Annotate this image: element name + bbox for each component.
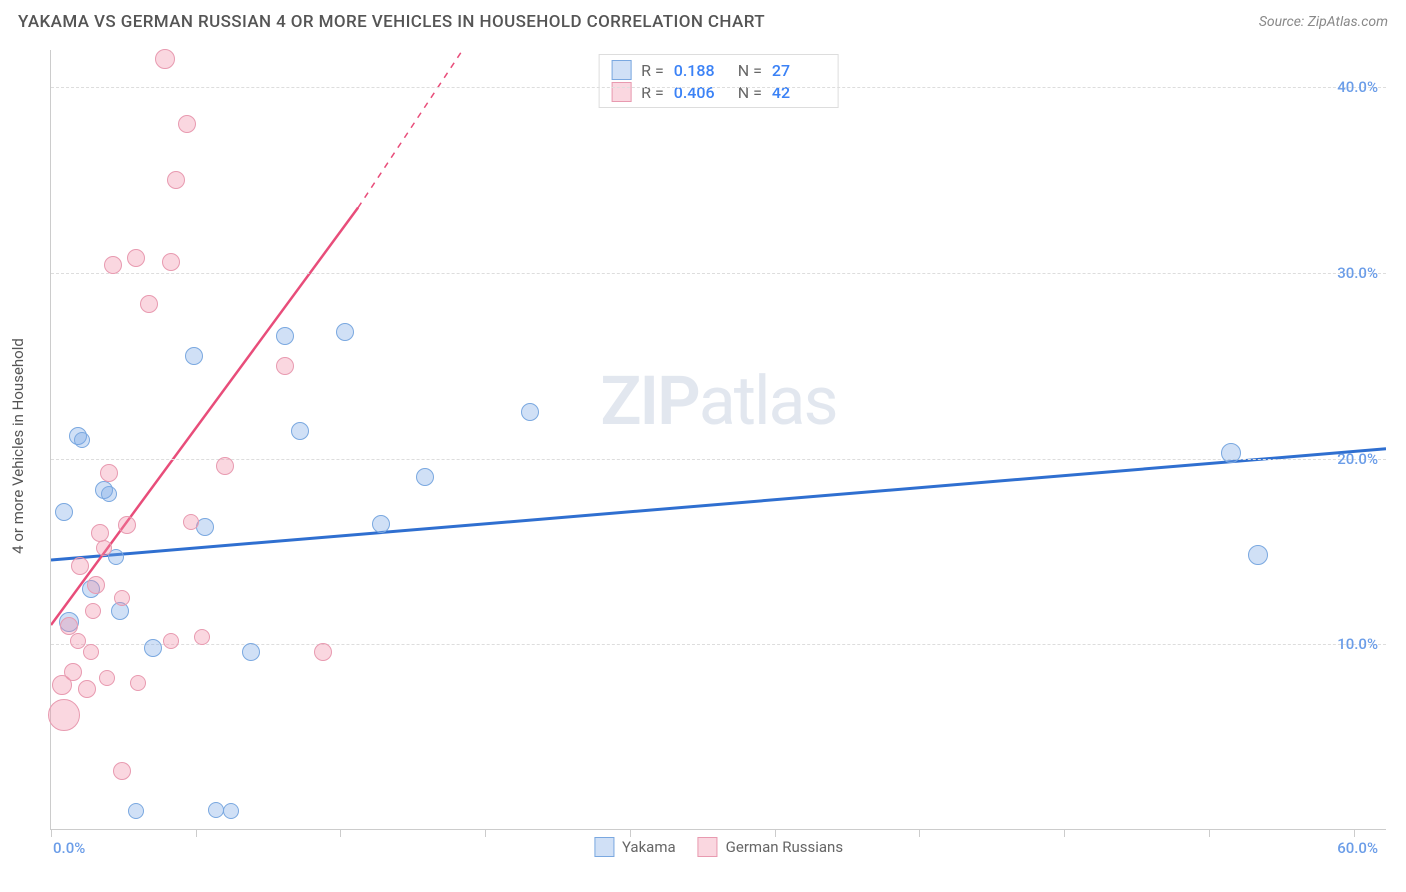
data-point [48, 699, 80, 731]
data-point [71, 557, 89, 575]
data-point [276, 357, 294, 375]
data-point [130, 675, 146, 691]
chart-title: YAKAMA VS GERMAN RUSSIAN 4 OR MORE VEHIC… [18, 12, 765, 32]
legend-r-value-german: 0.406 [674, 83, 728, 102]
y-tick-label: 40.0% [1337, 78, 1378, 96]
data-point [128, 803, 144, 819]
y-axis-title: 4 or more Vehicles in Household [9, 338, 27, 554]
title-bar: YAKAMA VS GERMAN RUSSIAN 4 OR MORE VEHIC… [0, 0, 1406, 40]
data-point [99, 670, 115, 686]
legend-row-yakama: R = 0.188 N = 27 [611, 59, 826, 81]
data-point [372, 515, 390, 533]
legend-item-german: German Russians [698, 837, 843, 857]
series-legend: Yakama German Russians [594, 837, 843, 857]
legend-n-value-yakama: 27 [772, 61, 826, 80]
data-point [162, 253, 180, 271]
data-point [74, 432, 90, 448]
data-point [118, 516, 136, 534]
data-point [276, 327, 294, 345]
data-point [104, 256, 122, 274]
data-point [1221, 443, 1241, 463]
data-point [78, 680, 96, 698]
data-point [55, 503, 73, 521]
y-tick-label: 30.0% [1337, 264, 1378, 282]
data-point [194, 629, 210, 645]
data-point [100, 464, 118, 482]
data-point [183, 514, 199, 530]
x-tick [1354, 829, 1355, 837]
data-point [336, 323, 354, 341]
data-point [291, 422, 309, 440]
data-point [114, 590, 130, 606]
data-point [314, 643, 332, 661]
regression-lines [51, 50, 1386, 829]
legend-r-label: R = [641, 83, 664, 102]
data-point [85, 603, 101, 619]
x-tick [1064, 829, 1065, 837]
x-tick [196, 829, 197, 837]
x-tick [51, 829, 52, 837]
swatch-german-bottom [698, 837, 718, 857]
legend-label-german: German Russians [726, 838, 843, 856]
x-tick [340, 829, 341, 837]
data-point [521, 403, 539, 421]
data-point [101, 486, 117, 502]
data-point [87, 576, 105, 594]
watermark: ZIPatlas [600, 361, 836, 441]
data-point [1248, 545, 1268, 565]
data-point [64, 663, 82, 681]
x-tick [630, 829, 631, 837]
legend-row-german: R = 0.406 N = 42 [611, 81, 826, 103]
x-axis-max-label: 60.0% [1337, 839, 1378, 857]
x-tick [919, 829, 920, 837]
data-point [163, 633, 179, 649]
data-point [144, 639, 162, 657]
data-point [208, 802, 224, 818]
y-tick-label: 10.0% [1337, 635, 1378, 653]
swatch-yakama-bottom [594, 837, 614, 857]
y-tick-label: 20.0% [1337, 450, 1378, 468]
data-point [127, 249, 145, 267]
data-point [223, 803, 239, 819]
legend-n-value-german: 42 [772, 83, 826, 102]
scatter-plot: ZIPatlas R = 0.188 N = 27 R = 0.406 N = … [50, 50, 1386, 830]
data-point [140, 295, 158, 313]
data-point [96, 540, 112, 556]
x-tick [1209, 829, 1210, 837]
data-point [70, 633, 86, 649]
x-tick [485, 829, 486, 837]
data-point [83, 644, 99, 660]
data-point [185, 347, 203, 365]
x-tick [775, 829, 776, 837]
data-point [242, 643, 260, 661]
data-point [178, 115, 196, 133]
swatch-yakama [611, 60, 631, 80]
data-point [216, 457, 234, 475]
legend-n-label: N = [738, 83, 762, 102]
source-label: Source: ZipAtlas.com [1259, 14, 1388, 30]
data-point [416, 468, 434, 486]
legend-r-value-yakama: 0.188 [674, 61, 728, 80]
gridline [51, 87, 1386, 88]
data-point [113, 762, 131, 780]
x-axis-min-label: 0.0% [53, 839, 85, 857]
data-point [167, 171, 185, 189]
swatch-german [611, 82, 631, 102]
gridline [51, 459, 1386, 460]
legend-r-label: R = [641, 61, 664, 80]
gridline [51, 273, 1386, 274]
legend-item-yakama: Yakama [594, 837, 676, 857]
data-point [155, 49, 175, 69]
correlation-legend: R = 0.188 N = 27 R = 0.406 N = 42 [598, 54, 839, 108]
legend-label-yakama: Yakama [622, 838, 676, 856]
legend-n-label: N = [738, 61, 762, 80]
